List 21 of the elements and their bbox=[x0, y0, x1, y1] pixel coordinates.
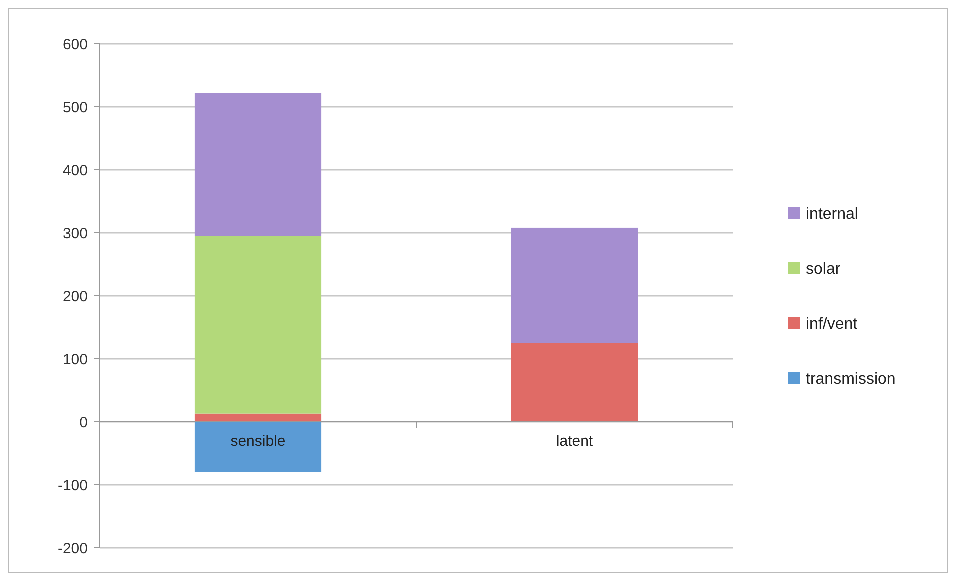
y-tick-label: 600 bbox=[62, 36, 88, 54]
bar bbox=[194, 236, 322, 414]
legend-label: transmission bbox=[806, 371, 896, 388]
bar bbox=[511, 343, 638, 422]
bar bbox=[194, 93, 322, 236]
y-tick-label: 400 bbox=[62, 162, 88, 180]
bar bbox=[194, 414, 322, 422]
bar bbox=[511, 228, 638, 344]
bar bbox=[194, 422, 322, 472]
y-tick-label: 0 bbox=[80, 414, 88, 432]
x-tick-label: latent bbox=[556, 433, 594, 450]
y-tick-label: 200 bbox=[62, 288, 88, 306]
legend-label: internal bbox=[806, 206, 858, 224]
y-tick-label: 100 bbox=[62, 351, 88, 368]
y-tick-label: 300 bbox=[62, 225, 88, 242]
y-tick-label: -200 bbox=[58, 540, 88, 558]
legend-label: solar bbox=[806, 261, 842, 278]
y-tick-label: -100 bbox=[58, 477, 88, 494]
legend-label: inf/vent bbox=[806, 316, 858, 334]
y-tick-label: 500 bbox=[62, 99, 88, 116]
x-tick-label: sensible bbox=[230, 433, 286, 450]
